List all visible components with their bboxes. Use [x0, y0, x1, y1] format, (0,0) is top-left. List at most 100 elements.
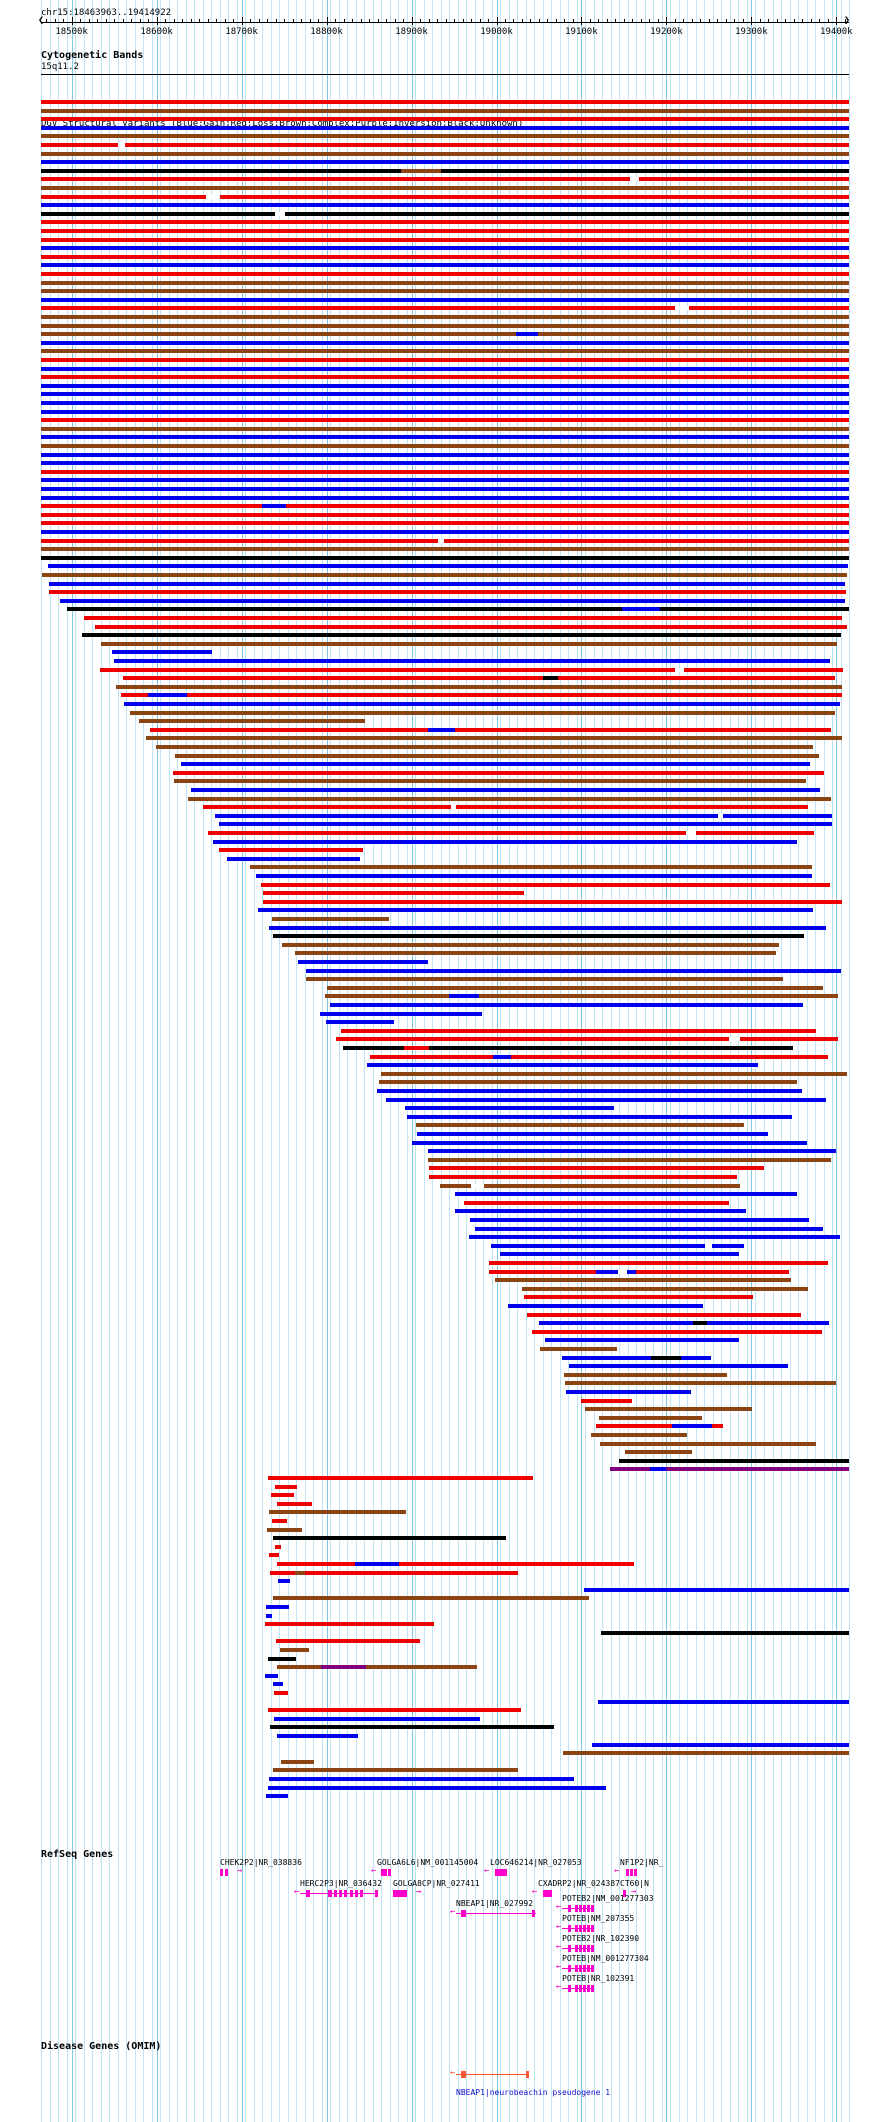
gene-label[interactable]: GOLGA6L6|NM_001145004	[377, 1858, 479, 1867]
gene-exon[interactable]	[225, 1869, 228, 1876]
gene-exon[interactable]	[583, 1965, 586, 1972]
dgv-variant-bar[interactable]	[41, 203, 849, 208]
gene-exon[interactable]	[339, 1890, 342, 1897]
dgv-variant-bar[interactable]	[539, 1347, 617, 1351]
dgv-variant-bar[interactable]	[272, 934, 804, 939]
dgv-variant-bar[interactable]	[41, 272, 849, 276]
dgv-variant-bar[interactable]	[41, 186, 849, 190]
dgv-variant-bar[interactable]	[115, 684, 843, 689]
dgv-variant-bar[interactable]	[625, 1450, 693, 1455]
gene-exon[interactable]	[579, 1925, 582, 1932]
dgv-variant-bar[interactable]	[41, 160, 849, 165]
dgv-variant-bar[interactable]	[565, 1390, 692, 1394]
dgv-variant-bar[interactable]	[41, 521, 849, 526]
dgv-variant-bar[interactable]	[174, 779, 807, 784]
dgv-variant-bar[interactable]	[355, 1562, 400, 1566]
dgv-variant-bar[interactable]	[41, 409, 849, 414]
dgv-variant-bar[interactable]	[336, 1037, 838, 1042]
dgv-variant-bar[interactable]	[41, 538, 849, 543]
dgv-variant-bar[interactable]	[41, 263, 849, 268]
dgv-variant-bar[interactable]	[41, 289, 849, 294]
dgv-variant-bar[interactable]	[440, 1183, 741, 1188]
dgv-variant-bar[interactable]	[41, 194, 849, 199]
dgv-variant-bar[interactable]	[41, 168, 849, 173]
dgv-variant-bar[interactable]	[41, 418, 849, 423]
dgv-variant-bar[interactable]	[595, 1424, 724, 1429]
dgv-variant-bar[interactable]	[325, 994, 838, 999]
dgv-variant-bar[interactable]	[268, 925, 827, 930]
gene-label[interactable]: POTEB|NR_102391	[562, 1974, 635, 1983]
dgv-variant-bar[interactable]	[273, 1716, 481, 1721]
dgv-variant-bar[interactable]	[41, 530, 849, 534]
gene-label[interactable]: POTEB|NM_207355	[562, 1914, 635, 1923]
gene-exon[interactable]	[461, 2071, 466, 2078]
dgv-variant-bar[interactable]	[428, 1175, 737, 1179]
gene-exon[interactable]	[591, 1965, 594, 1972]
dgv-variant-bar[interactable]	[545, 1338, 740, 1343]
dgv-variant-bar[interactable]	[84, 616, 842, 620]
dgv-variant-bar[interactable]	[405, 1106, 615, 1111]
dgv-variant-bar[interactable]	[177, 487, 200, 491]
dgv-variant-bar[interactable]	[173, 770, 825, 775]
dgv-variant-bar[interactable]	[621, 607, 660, 612]
dgv-variant-bar[interactable]	[449, 994, 480, 999]
dgv-variant-bar[interactable]	[580, 1398, 633, 1403]
dgv-variant-bar[interactable]	[123, 676, 835, 681]
dgv-variant-bar[interactable]	[117, 186, 124, 190]
dgv-variant-bar[interactable]	[265, 1622, 435, 1627]
dgv-variant-bar[interactable]	[41, 280, 849, 285]
dgv-variant-bar[interactable]	[41, 426, 849, 431]
dgv-variant-bar[interactable]	[267, 1527, 302, 1532]
dgv-variant-bar[interactable]	[41, 512, 849, 517]
gene-exon[interactable]	[587, 1985, 590, 1992]
dgv-variant-bar[interactable]	[263, 899, 842, 904]
dgv-variant-bar[interactable]	[431, 1011, 461, 1016]
dgv-variant-bar[interactable]	[139, 719, 365, 724]
dgv-variant-bar[interactable]	[267, 1708, 521, 1713]
dgv-variant-bar[interactable]	[265, 1673, 279, 1678]
gene-exon[interactable]	[583, 1945, 586, 1952]
dgv-variant-bar[interactable]	[41, 108, 849, 113]
dgv-variant-bar[interactable]	[262, 504, 286, 509]
dgv-variant-bar[interactable]	[591, 1433, 687, 1437]
dgv-variant-bar[interactable]	[268, 1785, 607, 1790]
gene-exon[interactable]	[568, 1945, 571, 1952]
dgv-variant-bar[interactable]	[130, 710, 835, 715]
dgv-variant-bar[interactable]	[294, 1570, 305, 1575]
dgv-variant-bar[interactable]	[651, 1355, 681, 1360]
dgv-variant-bar[interactable]	[82, 633, 841, 638]
dgv-variant-bar[interactable]	[266, 1794, 289, 1799]
dgv-variant-bar[interactable]	[281, 942, 779, 947]
dgv-variant-bar[interactable]	[319, 1011, 483, 1016]
dgv-variant-bar[interactable]	[41, 323, 849, 328]
gene-exon[interactable]	[591, 1985, 594, 1992]
dgv-variant-bar[interactable]	[41, 134, 849, 139]
dgv-variant-bar[interactable]	[269, 1510, 407, 1515]
dgv-variant-bar[interactable]	[258, 908, 813, 913]
dgv-variant-bar[interactable]	[41, 254, 849, 259]
dgv-variant-bar[interactable]	[41, 315, 849, 319]
gene-exon[interactable]	[591, 1925, 594, 1932]
dgv-variant-bar[interactable]	[49, 581, 845, 586]
dgv-variant-bar[interactable]	[213, 839, 797, 844]
dgv-variant-bar[interactable]	[597, 1699, 849, 1704]
dgv-variant-bar[interactable]	[458, 745, 500, 749]
dgv-variant-bar[interactable]	[272, 1536, 507, 1541]
dgv-variant-bar[interactable]	[474, 1226, 823, 1231]
dgv-variant-bar[interactable]	[41, 375, 849, 380]
dgv-variant-bar[interactable]	[508, 1304, 703, 1308]
gene-exon[interactable]	[568, 1925, 571, 1932]
gene-exon[interactable]	[526, 2071, 529, 2078]
dgv-variant-bar[interactable]	[41, 229, 849, 233]
dgv-variant-bar[interactable]	[619, 1458, 849, 1463]
dgv-variant-bar[interactable]	[41, 547, 849, 552]
dgv-variant-bar[interactable]	[214, 813, 832, 818]
gene-exon[interactable]	[579, 1905, 582, 1912]
gene-exon[interactable]	[579, 1945, 582, 1952]
dgv-variant-bar[interactable]	[121, 693, 842, 698]
dgv-variant-bar[interactable]	[41, 100, 849, 104]
dgv-variant-bar[interactable]	[469, 1218, 809, 1222]
dgv-variant-bar[interactable]	[447, 203, 489, 208]
gene-label[interactable]: POTEB|NM_001277304	[562, 1954, 649, 1963]
dgv-variant-bar[interactable]	[340, 1028, 817, 1033]
